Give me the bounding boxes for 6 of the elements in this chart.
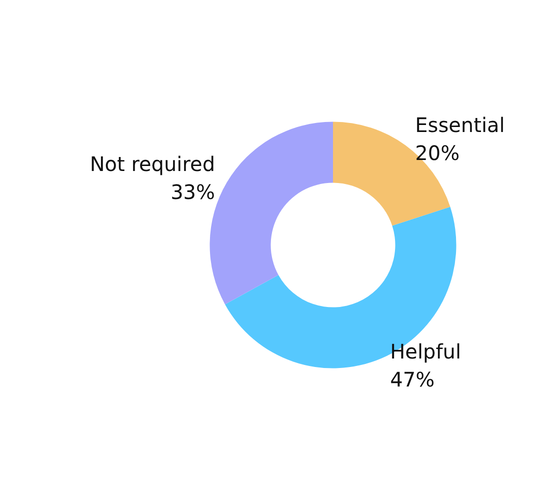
data-label: 33% [170,180,216,204]
slice-label: Not required [90,152,216,176]
data-label: 20% [415,140,460,165]
slice-label: Essential [415,112,505,137]
data-label: 47% [390,367,435,392]
slice-label: Helpful [390,339,462,364]
